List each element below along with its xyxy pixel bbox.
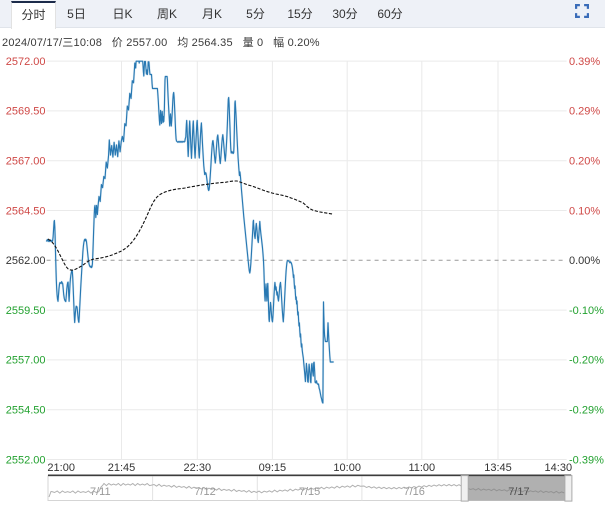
svg-text:0.10%: 0.10%: [569, 205, 600, 217]
svg-text:21:45: 21:45: [108, 462, 136, 474]
svg-text:2562.00: 2562.00: [6, 255, 46, 267]
svg-text:7/12: 7/12: [194, 486, 215, 498]
svg-text:2569.50: 2569.50: [6, 106, 46, 118]
svg-text:13:45: 13:45: [484, 462, 512, 474]
svg-text:2554.50: 2554.50: [6, 405, 46, 417]
svg-text:10:00: 10:00: [333, 462, 361, 474]
svg-text:7/17: 7/17: [508, 486, 529, 498]
svg-text:2572.00: 2572.00: [6, 56, 46, 68]
svg-text:2559.50: 2559.50: [6, 305, 46, 317]
svg-text:0.29%: 0.29%: [569, 106, 600, 118]
svg-text:0.00%: 0.00%: [569, 255, 600, 267]
svg-text:22:30: 22:30: [184, 462, 212, 474]
svg-text:-0.10%: -0.10%: [569, 305, 604, 317]
svg-text:-0.39%: -0.39%: [569, 454, 604, 466]
svg-text:0.20%: 0.20%: [569, 156, 600, 168]
svg-text:21:00: 21:00: [47, 462, 75, 474]
svg-text:2552.00: 2552.00: [6, 454, 46, 466]
svg-text:0.39%: 0.39%: [569, 56, 600, 68]
svg-text:14:30: 14:30: [545, 462, 573, 474]
svg-text:2564.50: 2564.50: [6, 205, 46, 217]
svg-text:2557.00: 2557.00: [6, 355, 46, 367]
svg-text:09:15: 09:15: [259, 462, 287, 474]
svg-text:7/16: 7/16: [403, 486, 424, 498]
svg-text:7/11: 7/11: [90, 486, 111, 498]
svg-text:7/15: 7/15: [299, 486, 320, 498]
svg-text:2567.00: 2567.00: [6, 156, 46, 168]
svg-text:-0.29%: -0.29%: [569, 405, 604, 417]
svg-text:11:00: 11:00: [408, 462, 435, 474]
svg-text:-0.20%: -0.20%: [569, 355, 604, 367]
